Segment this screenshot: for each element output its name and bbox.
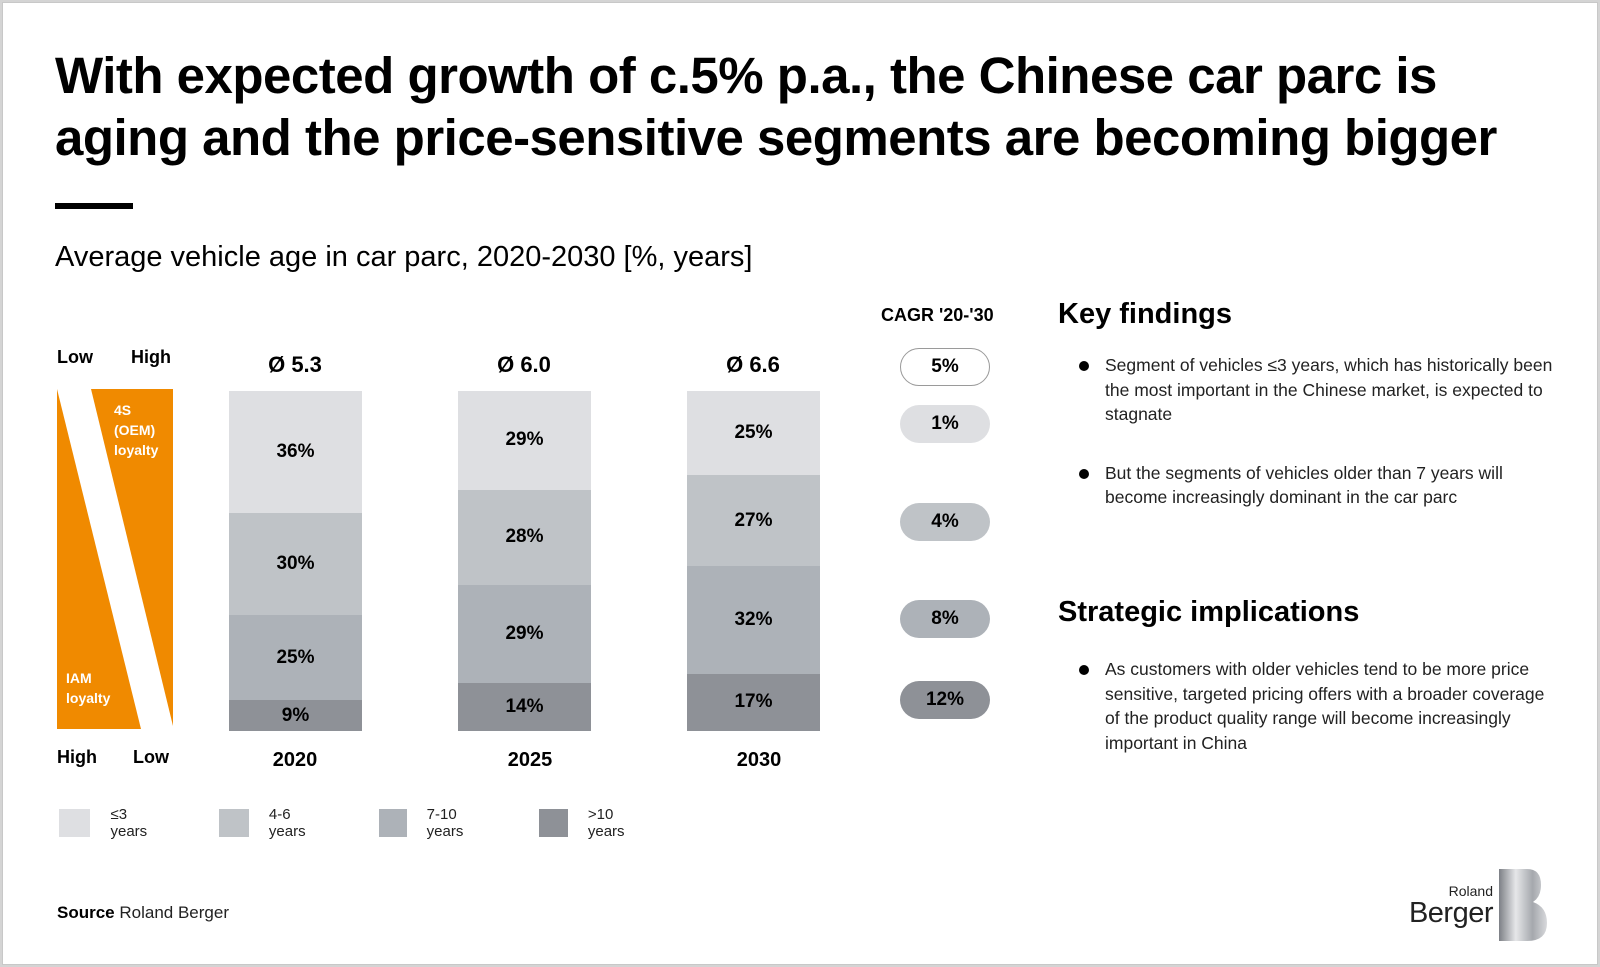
strategic-implications-section: Strategic implications As customers with… [1058, 595, 1558, 755]
data-label: 25% [734, 422, 773, 444]
roland-berger-logo: Roland Berger [1401, 869, 1549, 945]
legend-item: 4-6 years [219, 806, 316, 840]
data-label: 29% [505, 623, 544, 645]
average-age-2025: Ø 6.0 [497, 352, 551, 377]
bar-segment: 9% [229, 700, 362, 731]
source-label: Source [57, 903, 115, 922]
logo-text-roland: Roland [1448, 883, 1493, 899]
legend-label: 7-10 years [426, 806, 464, 840]
bar-segment: 25% [229, 615, 362, 701]
legend-swatch [539, 809, 568, 837]
bar-segment: 29% [458, 391, 591, 490]
data-label: 27% [734, 509, 773, 531]
cagr-pill: 8% [900, 600, 990, 638]
source-value: Roland Berger [119, 903, 229, 922]
data-label: 29% [505, 429, 544, 451]
bar-segment: 25% [687, 391, 820, 476]
x-tick-label: 2020 [272, 749, 318, 771]
loyalty-wedge-graphic [57, 389, 173, 729]
data-label: 14% [505, 696, 544, 718]
bar-segment: 17% [687, 673, 820, 731]
bullet-icon [1079, 665, 1089, 675]
data-label: 36% [276, 441, 315, 463]
cagr-pill: 4% [900, 503, 990, 541]
strategic-implications-heading: Strategic implications [1058, 596, 1360, 628]
cagr-header: CAGR '20-'30 [881, 305, 994, 325]
cagr-pill: 1% [900, 405, 990, 443]
key-finding-text: But the segments of vehicles older than … [1105, 462, 1503, 508]
legend-item: 7-10 years [379, 806, 476, 840]
key-finding-bullet: Segment of vehicles ≤3 years, which has … [1058, 353, 1558, 427]
title-underline [55, 203, 133, 209]
logo-text-berger: Berger [1408, 897, 1494, 929]
loyalty-bottom-left-label: High [57, 747, 97, 767]
bar-segment: 32% [687, 566, 820, 674]
logo-b-mark-icon [1499, 869, 1547, 941]
legend-item: >10 years [539, 806, 636, 840]
loyalty-top-right-label: High [131, 347, 171, 367]
loyalty-bottom-right-label: Low [133, 747, 169, 767]
source-note: Source Roland Berger [57, 903, 229, 923]
average-age-2030: Ø 6.6 [726, 352, 780, 377]
iam-loyalty-label: IAM loyalty [66, 670, 111, 706]
strategic-implication-bullet: As customers with older vehicles tend to… [1058, 657, 1558, 755]
bar-segment: 29% [458, 584, 591, 684]
average-age-2020: Ø 5.3 [268, 352, 322, 377]
loyalty-top-left-label: Low [57, 347, 93, 367]
bullet-icon [1079, 468, 1089, 479]
data-label: 25% [276, 646, 315, 668]
key-finding-text: Segment of vehicles ≤3 years, which has … [1105, 355, 1553, 424]
strategic-implication-text: As customers with older vehicles tend to… [1105, 659, 1545, 753]
x-tick-label: 2025 [507, 749, 553, 771]
bar-segment: 30% [229, 513, 362, 616]
data-label: 32% [734, 608, 773, 630]
legend-swatch [59, 809, 91, 837]
bar-segment: 14% [458, 683, 591, 731]
cagr-pill: 12% [900, 681, 990, 719]
key-finding-bullet: But the segments of vehicles older than … [1058, 461, 1558, 510]
data-label: 28% [505, 526, 544, 548]
oem-loyalty-wedge [91, 389, 173, 726]
x-tick-label: 2030 [736, 749, 782, 771]
cagr-total-pill: 5% [900, 348, 990, 386]
legend-swatch [219, 809, 249, 837]
bullet-icon [1079, 361, 1089, 371]
slide-title: With expected growth of c.5% p.a., the C… [55, 47, 1497, 166]
legend-label: 4-6 years [268, 806, 306, 840]
oem-loyalty-label: 4S (OEM) loyalty [114, 402, 159, 458]
chart-subtitle: Average vehicle age in car parc, 2020-20… [55, 241, 753, 273]
legend-item: ≤3 years [59, 806, 156, 840]
bar-segment: 28% [458, 489, 591, 585]
data-label: 30% [276, 553, 315, 575]
legend-swatch [379, 809, 407, 837]
iam-loyalty-wedge [57, 389, 141, 729]
key-findings-heading: Key findings [1058, 298, 1233, 330]
stacked-bar-chart: Low High High Low 4S (OEM) loyalty IAM l… [3, 3, 1043, 903]
data-label: 17% [734, 691, 773, 713]
bar-segment: 27% [687, 475, 820, 567]
bar-segment: 36% [229, 391, 362, 514]
legend-label: ≤3 years [110, 806, 148, 840]
data-label: 9% [281, 704, 310, 726]
key-findings-section: Key findings Segment of vehicles ≤3 year… [1058, 297, 1558, 510]
legend-label: >10 years [587, 806, 625, 840]
